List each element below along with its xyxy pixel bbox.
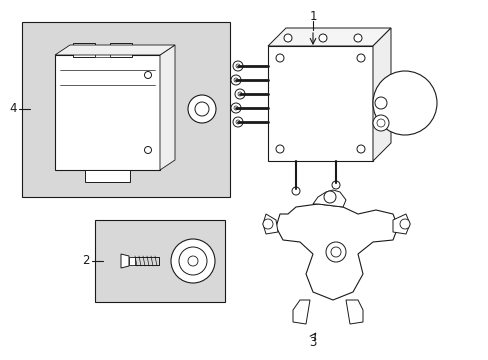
Circle shape bbox=[331, 181, 339, 189]
Circle shape bbox=[291, 187, 299, 195]
Circle shape bbox=[144, 147, 151, 153]
Polygon shape bbox=[267, 28, 390, 46]
Bar bbox=[95, 220, 224, 302]
Text: 3: 3 bbox=[309, 336, 316, 348]
Circle shape bbox=[356, 54, 364, 62]
Circle shape bbox=[236, 64, 240, 68]
Circle shape bbox=[232, 117, 243, 127]
Circle shape bbox=[330, 247, 340, 257]
Polygon shape bbox=[263, 214, 278, 234]
Polygon shape bbox=[55, 45, 175, 55]
Text: 1: 1 bbox=[308, 9, 316, 22]
Text: 2: 2 bbox=[82, 255, 90, 267]
Circle shape bbox=[263, 219, 272, 229]
Circle shape bbox=[275, 54, 284, 62]
Circle shape bbox=[238, 92, 242, 96]
Polygon shape bbox=[392, 214, 409, 234]
Circle shape bbox=[230, 103, 241, 113]
Text: 4: 4 bbox=[9, 103, 17, 116]
Circle shape bbox=[235, 89, 244, 99]
Circle shape bbox=[234, 106, 238, 110]
Circle shape bbox=[353, 34, 361, 42]
Polygon shape bbox=[372, 28, 390, 161]
Circle shape bbox=[356, 145, 364, 153]
Circle shape bbox=[232, 61, 243, 71]
Bar bbox=[129, 257, 135, 265]
Circle shape bbox=[372, 71, 436, 135]
Circle shape bbox=[195, 102, 208, 116]
Circle shape bbox=[372, 115, 388, 131]
Bar bbox=[95, 47, 110, 57]
Circle shape bbox=[275, 145, 284, 153]
Circle shape bbox=[230, 75, 241, 85]
Bar bbox=[85, 170, 130, 182]
Circle shape bbox=[187, 95, 216, 123]
Polygon shape bbox=[346, 300, 362, 324]
Circle shape bbox=[179, 247, 206, 275]
Circle shape bbox=[376, 119, 384, 127]
Polygon shape bbox=[275, 204, 397, 300]
Circle shape bbox=[187, 256, 198, 266]
Bar bbox=[267, 46, 372, 161]
Polygon shape bbox=[292, 300, 309, 324]
Circle shape bbox=[171, 239, 215, 283]
Polygon shape bbox=[312, 190, 346, 207]
Circle shape bbox=[325, 242, 346, 262]
Bar bbox=[73, 43, 95, 57]
Polygon shape bbox=[160, 45, 175, 170]
Circle shape bbox=[318, 34, 326, 42]
Circle shape bbox=[284, 34, 291, 42]
Bar bbox=[22, 22, 229, 197]
Circle shape bbox=[144, 72, 151, 78]
Polygon shape bbox=[121, 254, 129, 268]
Bar bbox=[55, 55, 160, 170]
Circle shape bbox=[374, 97, 386, 109]
Circle shape bbox=[234, 78, 238, 82]
Circle shape bbox=[236, 120, 240, 124]
Circle shape bbox=[399, 219, 409, 229]
Circle shape bbox=[324, 191, 335, 203]
Bar bbox=[110, 43, 132, 57]
